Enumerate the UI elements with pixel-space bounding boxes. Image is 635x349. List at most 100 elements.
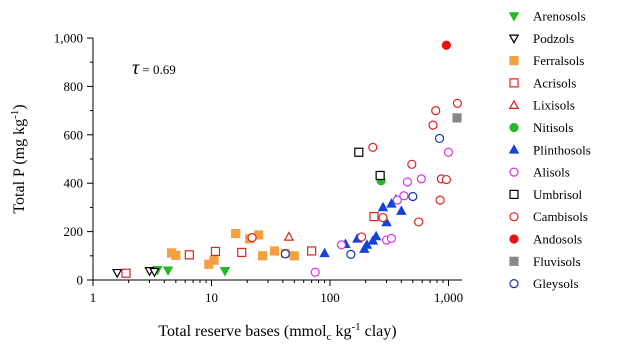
y-tick-label: 1,000 bbox=[54, 31, 83, 46]
point-umbrisol bbox=[354, 147, 364, 157]
y-tick-label: 400 bbox=[64, 176, 84, 191]
point-acrisols bbox=[184, 250, 194, 260]
x-tick-label: 1,000 bbox=[434, 290, 463, 305]
data-points bbox=[111, 40, 463, 279]
point-cambisols bbox=[452, 98, 463, 108]
point-podzols bbox=[149, 267, 160, 278]
legend-label-arenosols: Arenosols bbox=[533, 9, 586, 24]
point-plinthosols bbox=[319, 247, 330, 258]
point-ferralsols bbox=[258, 251, 268, 261]
point-alisols bbox=[386, 233, 397, 243]
point-ferralsols bbox=[269, 246, 280, 256]
point-andosols bbox=[441, 40, 451, 50]
legend-label-nitisols: Nitisols bbox=[533, 120, 573, 135]
tau-annotation: τ = 0.69 bbox=[132, 57, 176, 79]
point-acrisols bbox=[210, 246, 221, 257]
x-title-end: clay) bbox=[361, 323, 397, 340]
x-tick-label: 1 bbox=[90, 290, 97, 305]
legend-label-cambisols: Cambisols bbox=[533, 209, 588, 224]
point-cambisols bbox=[435, 195, 445, 205]
point-cambisols bbox=[378, 212, 388, 223]
x-tick-label: 100 bbox=[320, 290, 340, 305]
x-title-sup: -1 bbox=[351, 321, 360, 333]
point-cambisols bbox=[357, 232, 367, 242]
legend-marker-ferralsols bbox=[509, 55, 519, 66]
legend: Arenosols Podzols Ferralsols Acrisols Lixiso… bbox=[508, 9, 591, 291]
point-alisols bbox=[399, 191, 409, 201]
point-acrisols bbox=[237, 247, 247, 258]
y-title-main: Total P (mg kg bbox=[11, 119, 28, 214]
point-cambisols bbox=[407, 159, 417, 169]
point-cambisols bbox=[247, 233, 257, 243]
point-acrisols bbox=[121, 268, 131, 278]
point-alisols bbox=[310, 267, 320, 277]
point-acrisols bbox=[307, 246, 317, 256]
point-arenosols bbox=[162, 266, 174, 276]
point-lixisols bbox=[283, 231, 295, 241]
x-axis-title: Total reserve bases (mmolc kg-1 clay) bbox=[158, 321, 396, 343]
point-alisols bbox=[336, 240, 347, 250]
y-tick-label: 0 bbox=[77, 273, 84, 288]
point-cambisols bbox=[368, 142, 378, 152]
point-cambisols bbox=[441, 174, 451, 185]
legend-label-gleysols: Gleysols bbox=[533, 276, 579, 291]
legend-marker-acrisols bbox=[509, 78, 519, 88]
point-ferralsols bbox=[209, 255, 219, 265]
legend-marker-fluvisols bbox=[509, 256, 519, 266]
legend-label-umbrisol: Umbrisol bbox=[533, 187, 583, 202]
legend-marker-umbrisol bbox=[509, 189, 519, 199]
x-title-rest: kg bbox=[331, 323, 351, 340]
point-gleysols bbox=[346, 249, 356, 259]
point-gleysols bbox=[434, 133, 445, 144]
x-title-main: Total reserve bases (mmol bbox=[158, 323, 327, 340]
legend-label-fluvisols: Fluvisols bbox=[533, 254, 581, 269]
y-tick-label: 800 bbox=[64, 79, 84, 94]
point-ferralsols bbox=[171, 250, 181, 260]
point-alisols bbox=[416, 174, 426, 184]
point-fluvisols bbox=[452, 113, 462, 123]
legend-label-acrisols: Acrisols bbox=[533, 75, 576, 90]
point-umbrisol bbox=[375, 170, 385, 181]
legend-marker-alisols bbox=[509, 167, 519, 177]
legend-marker-lixisols bbox=[508, 99, 520, 110]
legend-label-alisols: Alisols bbox=[533, 165, 570, 180]
tau-symbol: τ bbox=[132, 57, 140, 79]
point-cambisols bbox=[428, 120, 438, 130]
legend-marker-plinthosols bbox=[508, 144, 520, 154]
point-podzols bbox=[111, 268, 123, 279]
point-ferralsols bbox=[289, 251, 299, 261]
point-gleysols bbox=[408, 191, 418, 202]
legend-marker-podzols bbox=[508, 34, 520, 44]
y-axis-ticks: 0 200 400 600 800 1,000 bbox=[54, 31, 93, 288]
y-tick-label: 200 bbox=[64, 224, 84, 239]
point-plinthosols bbox=[377, 201, 389, 212]
legend-marker-arenosols bbox=[508, 12, 520, 22]
legend-marker-cambisols bbox=[509, 212, 519, 222]
y-axis-title: Total P (mg kg-1) bbox=[9, 104, 28, 213]
point-ferralsols bbox=[231, 228, 241, 239]
point-cambisols bbox=[431, 105, 441, 116]
point-plinthosols bbox=[370, 230, 382, 241]
legend-marker-nitisols bbox=[509, 122, 519, 133]
legend-marker-gleysols bbox=[509, 279, 519, 289]
point-alisols bbox=[402, 177, 413, 187]
legend-label-andosols: Andosols bbox=[533, 232, 582, 247]
point-arenosols bbox=[219, 267, 231, 277]
x-tick-label: 10 bbox=[205, 290, 218, 305]
legend-label-ferralsols: Ferralsols bbox=[533, 53, 584, 68]
x-axis-ticks: 1 10 100 1,000 bbox=[90, 280, 463, 305]
y-title-sup: -1 bbox=[9, 110, 21, 119]
x-title-sub: c bbox=[327, 331, 332, 343]
tau-value: = 0.69 bbox=[139, 62, 176, 77]
point-plinthosols bbox=[396, 205, 407, 215]
y-tick-label: 600 bbox=[64, 127, 84, 142]
legend-label-podzols: Podzols bbox=[533, 31, 574, 46]
legend-label-lixisols: Lixisols bbox=[533, 98, 575, 113]
legend-label-plinthosols: Plinthosols bbox=[533, 142, 591, 157]
y-title-end: ) bbox=[11, 104, 28, 109]
point-gleysols bbox=[280, 249, 290, 259]
point-acrisols bbox=[369, 211, 379, 222]
legend-marker-andosols bbox=[509, 234, 519, 244]
point-cambisols bbox=[414, 217, 424, 227]
